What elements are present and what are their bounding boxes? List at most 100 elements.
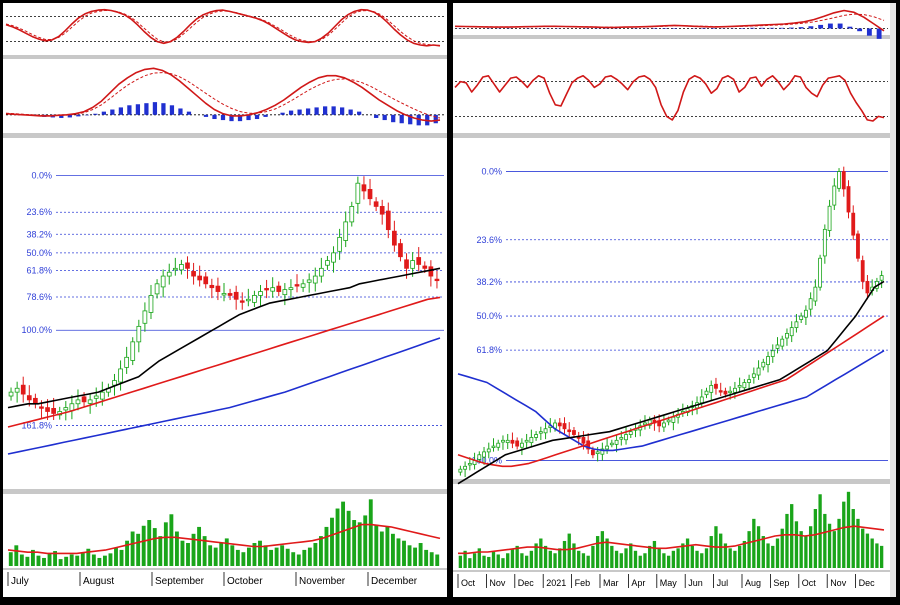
left-volume-ma-line	[7, 523, 441, 555]
right-volume-bar-22	[562, 540, 567, 568]
left-candle-3	[26, 395, 32, 401]
right-fib-label-5: 100.0%	[471, 456, 502, 466]
left-volume-bar-45	[258, 540, 262, 566]
right-candle-23	[567, 429, 572, 433]
right-volume-bar-36	[629, 543, 633, 568]
left-volume-bar-64	[363, 515, 368, 566]
left-volume-bar-76	[429, 552, 434, 566]
right-axis-tick-label-9: Jul	[717, 578, 729, 588]
right-stoch-k-line	[454, 75, 885, 122]
right-volume-bar-72	[799, 531, 803, 568]
left-candle-32	[203, 276, 209, 285]
left-candle-1	[14, 387, 20, 393]
right-candle-54	[714, 383, 718, 389]
left-volume-bar-15	[91, 554, 96, 566]
right-volume-bar-73	[804, 536, 808, 568]
right-candle-75	[813, 286, 818, 302]
left-volume-bar-2	[19, 554, 24, 566]
right-candle-30	[600, 448, 605, 455]
right-volume-bar-30	[600, 531, 605, 568]
right-volume-bar-12	[515, 545, 519, 568]
right-volume-bar-4	[477, 548, 481, 568]
right-volume-bar-32	[610, 545, 614, 568]
left-candle-62	[385, 210, 391, 231]
right-volume-bar-62	[752, 518, 756, 568]
right-candle-63	[756, 367, 761, 376]
right-candle-7	[491, 445, 496, 449]
right-volume-bar-0	[458, 555, 463, 568]
left-candle-67	[416, 257, 422, 265]
left-volume-bar-43	[246, 547, 251, 566]
left-volume-bar-26	[152, 528, 157, 566]
left-volume-bar-61	[346, 510, 351, 566]
left-volume-bar-62	[352, 520, 357, 566]
right-candle-15	[529, 437, 534, 444]
right-axis-tick-label-0: Oct	[461, 578, 476, 588]
right-volume-bar-89	[879, 545, 884, 568]
left-candle-26	[166, 271, 172, 277]
right-volume-bar-61	[747, 531, 751, 568]
left-volume-bar-47	[269, 549, 274, 566]
left-candle-39	[245, 298, 251, 302]
left-volume-bar-34	[197, 526, 202, 566]
left-fib-label-6: 100.0%	[21, 325, 52, 335]
left-volume-bar-69	[390, 533, 395, 566]
right-fib-label-0: 0.0%	[481, 167, 502, 177]
right-candle-73	[803, 309, 808, 318]
right-separator-3	[453, 479, 896, 484]
left-volume-bar-4	[30, 549, 35, 566]
right-volume-bar-59	[737, 545, 742, 568]
right-volume-bar-31	[605, 538, 609, 568]
right-volume-bar-13	[520, 553, 524, 568]
right-volume-bar-38	[638, 555, 642, 568]
right-candle-34	[619, 437, 624, 440]
left-candle-38	[239, 300, 245, 303]
right-ma-long-line	[457, 350, 885, 452]
left-candle-17	[112, 380, 117, 386]
right-candle-22	[562, 423, 567, 430]
right-candle-14	[524, 439, 529, 443]
left-volume-bar-27	[158, 536, 163, 566]
right-candle-12	[515, 440, 520, 447]
left-candle-0	[8, 391, 14, 397]
right-volume-bar-69	[785, 513, 789, 568]
right-volume-bar-81	[842, 501, 846, 568]
right-volume-bar-1	[463, 550, 467, 568]
right-volume-bar-26	[581, 553, 586, 568]
right-candle-4	[477, 454, 482, 460]
left-candle-19	[124, 356, 129, 368]
right-volume-ma-line	[458, 525, 885, 555]
right-candle-86	[865, 280, 870, 294]
right-volume-bar-60	[742, 540, 747, 568]
right-candle-79	[832, 185, 837, 206]
right-separator-1	[453, 35, 896, 39]
axis-labels: July August September October November Decemb…	[7, 572, 876, 588]
right-volume-bar-56	[723, 543, 728, 568]
left-candle-58	[361, 184, 367, 192]
left-fib-label-2: 38.2%	[26, 229, 52, 239]
right-candle-39	[643, 422, 647, 426]
right-volume-bar-29	[595, 536, 600, 568]
right-candle-31	[605, 445, 610, 450]
right-axis-tick-label-14: Dec	[859, 578, 876, 588]
right-fib-levels: 0.0% 23.6% 38.2% 50.0% 61.8% 100.0%	[471, 167, 888, 466]
right-volume-bar-27	[586, 555, 590, 568]
left-volume-bar-73	[413, 547, 418, 566]
left-volume-bar-8	[53, 551, 58, 566]
right-candle-35	[624, 434, 628, 441]
right-fib-label-2: 38.2%	[476, 277, 502, 287]
left-volume-bar-77	[435, 554, 440, 566]
right-candle-76	[818, 257, 823, 288]
right-volume-bar-57	[728, 548, 732, 568]
left-candle-5	[39, 406, 44, 409]
right-axis-tick-label-2: Dec	[518, 578, 535, 588]
left-volume-bar-58	[330, 517, 334, 566]
right-volume-bar-5	[482, 555, 486, 568]
left-candle-57	[355, 182, 361, 204]
right-candle-85	[860, 260, 865, 282]
right-candle-83	[851, 212, 856, 236]
left-volume-bar-55	[313, 543, 318, 566]
right-volume-bar-45	[671, 550, 676, 568]
right-volume-bar-50	[695, 550, 699, 568]
left-volume-bar-30	[174, 531, 179, 566]
